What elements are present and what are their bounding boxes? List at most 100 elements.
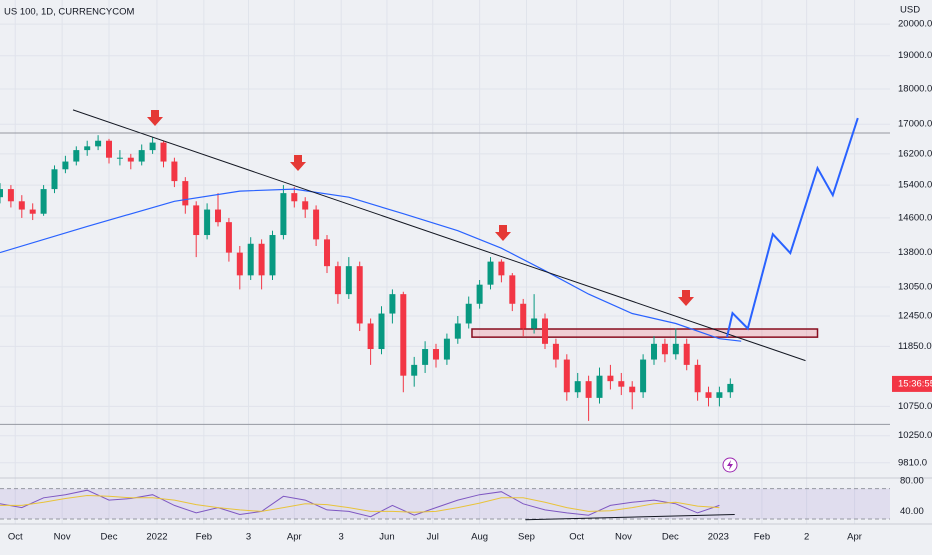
x-tick-label: Aug: [471, 532, 488, 543]
candle-body: [498, 261, 505, 276]
candle-body: [422, 349, 429, 365]
y-tick-label: 10750.0: [898, 401, 932, 412]
candle-body: [18, 201, 25, 210]
candle-body: [563, 359, 570, 393]
candle-body: [160, 142, 167, 162]
candle-body: [127, 157, 134, 162]
candle-body: [182, 181, 189, 206]
candle-body: [106, 140, 113, 158]
x-tick-label: 2023: [708, 532, 729, 543]
candle-body: [291, 193, 298, 202]
candle-body: [258, 243, 265, 276]
y-tick-label: 80.00: [900, 476, 924, 487]
candle-body: [607, 375, 614, 382]
grid: [0, 0, 890, 524]
y-tick-label: 19000.0: [898, 50, 932, 61]
x-tick-label: Oct: [569, 532, 584, 543]
y-tick-label: 15400.0: [898, 180, 932, 191]
candle-body: [672, 343, 679, 355]
rsi-line: [0, 489, 720, 518]
arrow: [678, 290, 694, 306]
candle-body: [520, 303, 527, 329]
y-tick-label: 17000.0: [898, 119, 932, 130]
candle-body: [302, 201, 309, 210]
candle-body: [542, 318, 549, 344]
x-tick-label: Feb: [196, 532, 212, 543]
y-axis-label: USD: [900, 5, 920, 16]
axis: 20000.0 19000.0 18000.0 17000.0 16200.0 15400…: [8, 19, 932, 543]
alert-icon[interactable]: [722, 457, 738, 473]
x-tick-label: Nov: [615, 532, 632, 543]
candle-body: [171, 161, 178, 182]
candle-body: [225, 222, 232, 253]
candle-body: [585, 381, 592, 398]
y-tick-label: 11850.0: [898, 341, 932, 352]
candle-body: [651, 343, 658, 360]
candle-body: [247, 243, 254, 276]
candle-body: [574, 381, 581, 393]
candle-body: [596, 375, 603, 398]
candle-body: [727, 383, 734, 393]
x-tick-label: Oct: [8, 532, 23, 543]
y-tick-label: 18000.0: [898, 84, 932, 95]
x-tick-label: Apr: [287, 532, 302, 543]
candle-body: [116, 157, 123, 159]
candle-body: [443, 338, 450, 360]
candle-body: [356, 266, 363, 324]
candle-body: [509, 275, 516, 304]
candle-body: [313, 209, 320, 240]
candle-body: [193, 205, 200, 236]
candle-body: [629, 386, 636, 393]
x-tick-label: Jul: [427, 532, 439, 543]
candle-body: [236, 252, 243, 276]
candle-body: [215, 209, 222, 223]
x-tick-label: Jun: [379, 532, 394, 543]
divergence-line: [525, 514, 735, 521]
x-tick-label: Nov: [54, 532, 71, 543]
price-axis: [890, 0, 932, 550]
x-tick-label: Apr: [847, 532, 862, 543]
candle-body: [334, 266, 341, 295]
y-tick-label: 13800.0: [898, 247, 932, 258]
candle-body: [51, 169, 58, 190]
rsi-band: [0, 488, 890, 519]
x-tick-label: 3: [246, 532, 251, 543]
y-tick-label: 20000.0: [898, 19, 932, 30]
candle-body: [7, 189, 14, 202]
x-tick-label: Feb: [754, 532, 770, 543]
candle-body: [433, 349, 440, 360]
candle-body: [694, 364, 701, 393]
candle-body: [40, 189, 47, 214]
trendline: [72, 109, 806, 362]
projection: [726, 117, 859, 338]
candle-body: [62, 161, 69, 170]
candle-body: [487, 261, 494, 285]
candle-body: [280, 193, 287, 236]
candle-body: [149, 142, 156, 151]
arrow: [290, 155, 306, 171]
moving-average: [0, 188, 742, 342]
candle-body: [661, 343, 668, 355]
price-label-bg: [892, 375, 932, 392]
chart-title: US 100, 1D, CURRENCYCOM: [4, 7, 134, 18]
candle-body: [84, 146, 91, 151]
y-tick-label: 13050.0: [898, 282, 932, 293]
candle-body: [29, 209, 36, 214]
x-tick-label: 2: [804, 532, 809, 543]
candle-body: [0, 189, 3, 198]
candle-body: [400, 294, 407, 376]
candle-body: [705, 392, 712, 398]
y-tick-label: 9810.0: [898, 457, 927, 468]
x-tick-label: Dec: [662, 532, 679, 543]
candle-body: [552, 343, 559, 360]
candle-body: [378, 313, 385, 350]
x-tick-label: 2022: [146, 532, 167, 543]
candle-body: [465, 303, 472, 324]
plot: [0, 109, 890, 521]
candle-body: [204, 209, 211, 236]
candle-body: [345, 266, 352, 295]
candle-body: [476, 284, 483, 304]
y-tick-label: 40.00: [900, 506, 924, 517]
arrows: [147, 110, 694, 306]
